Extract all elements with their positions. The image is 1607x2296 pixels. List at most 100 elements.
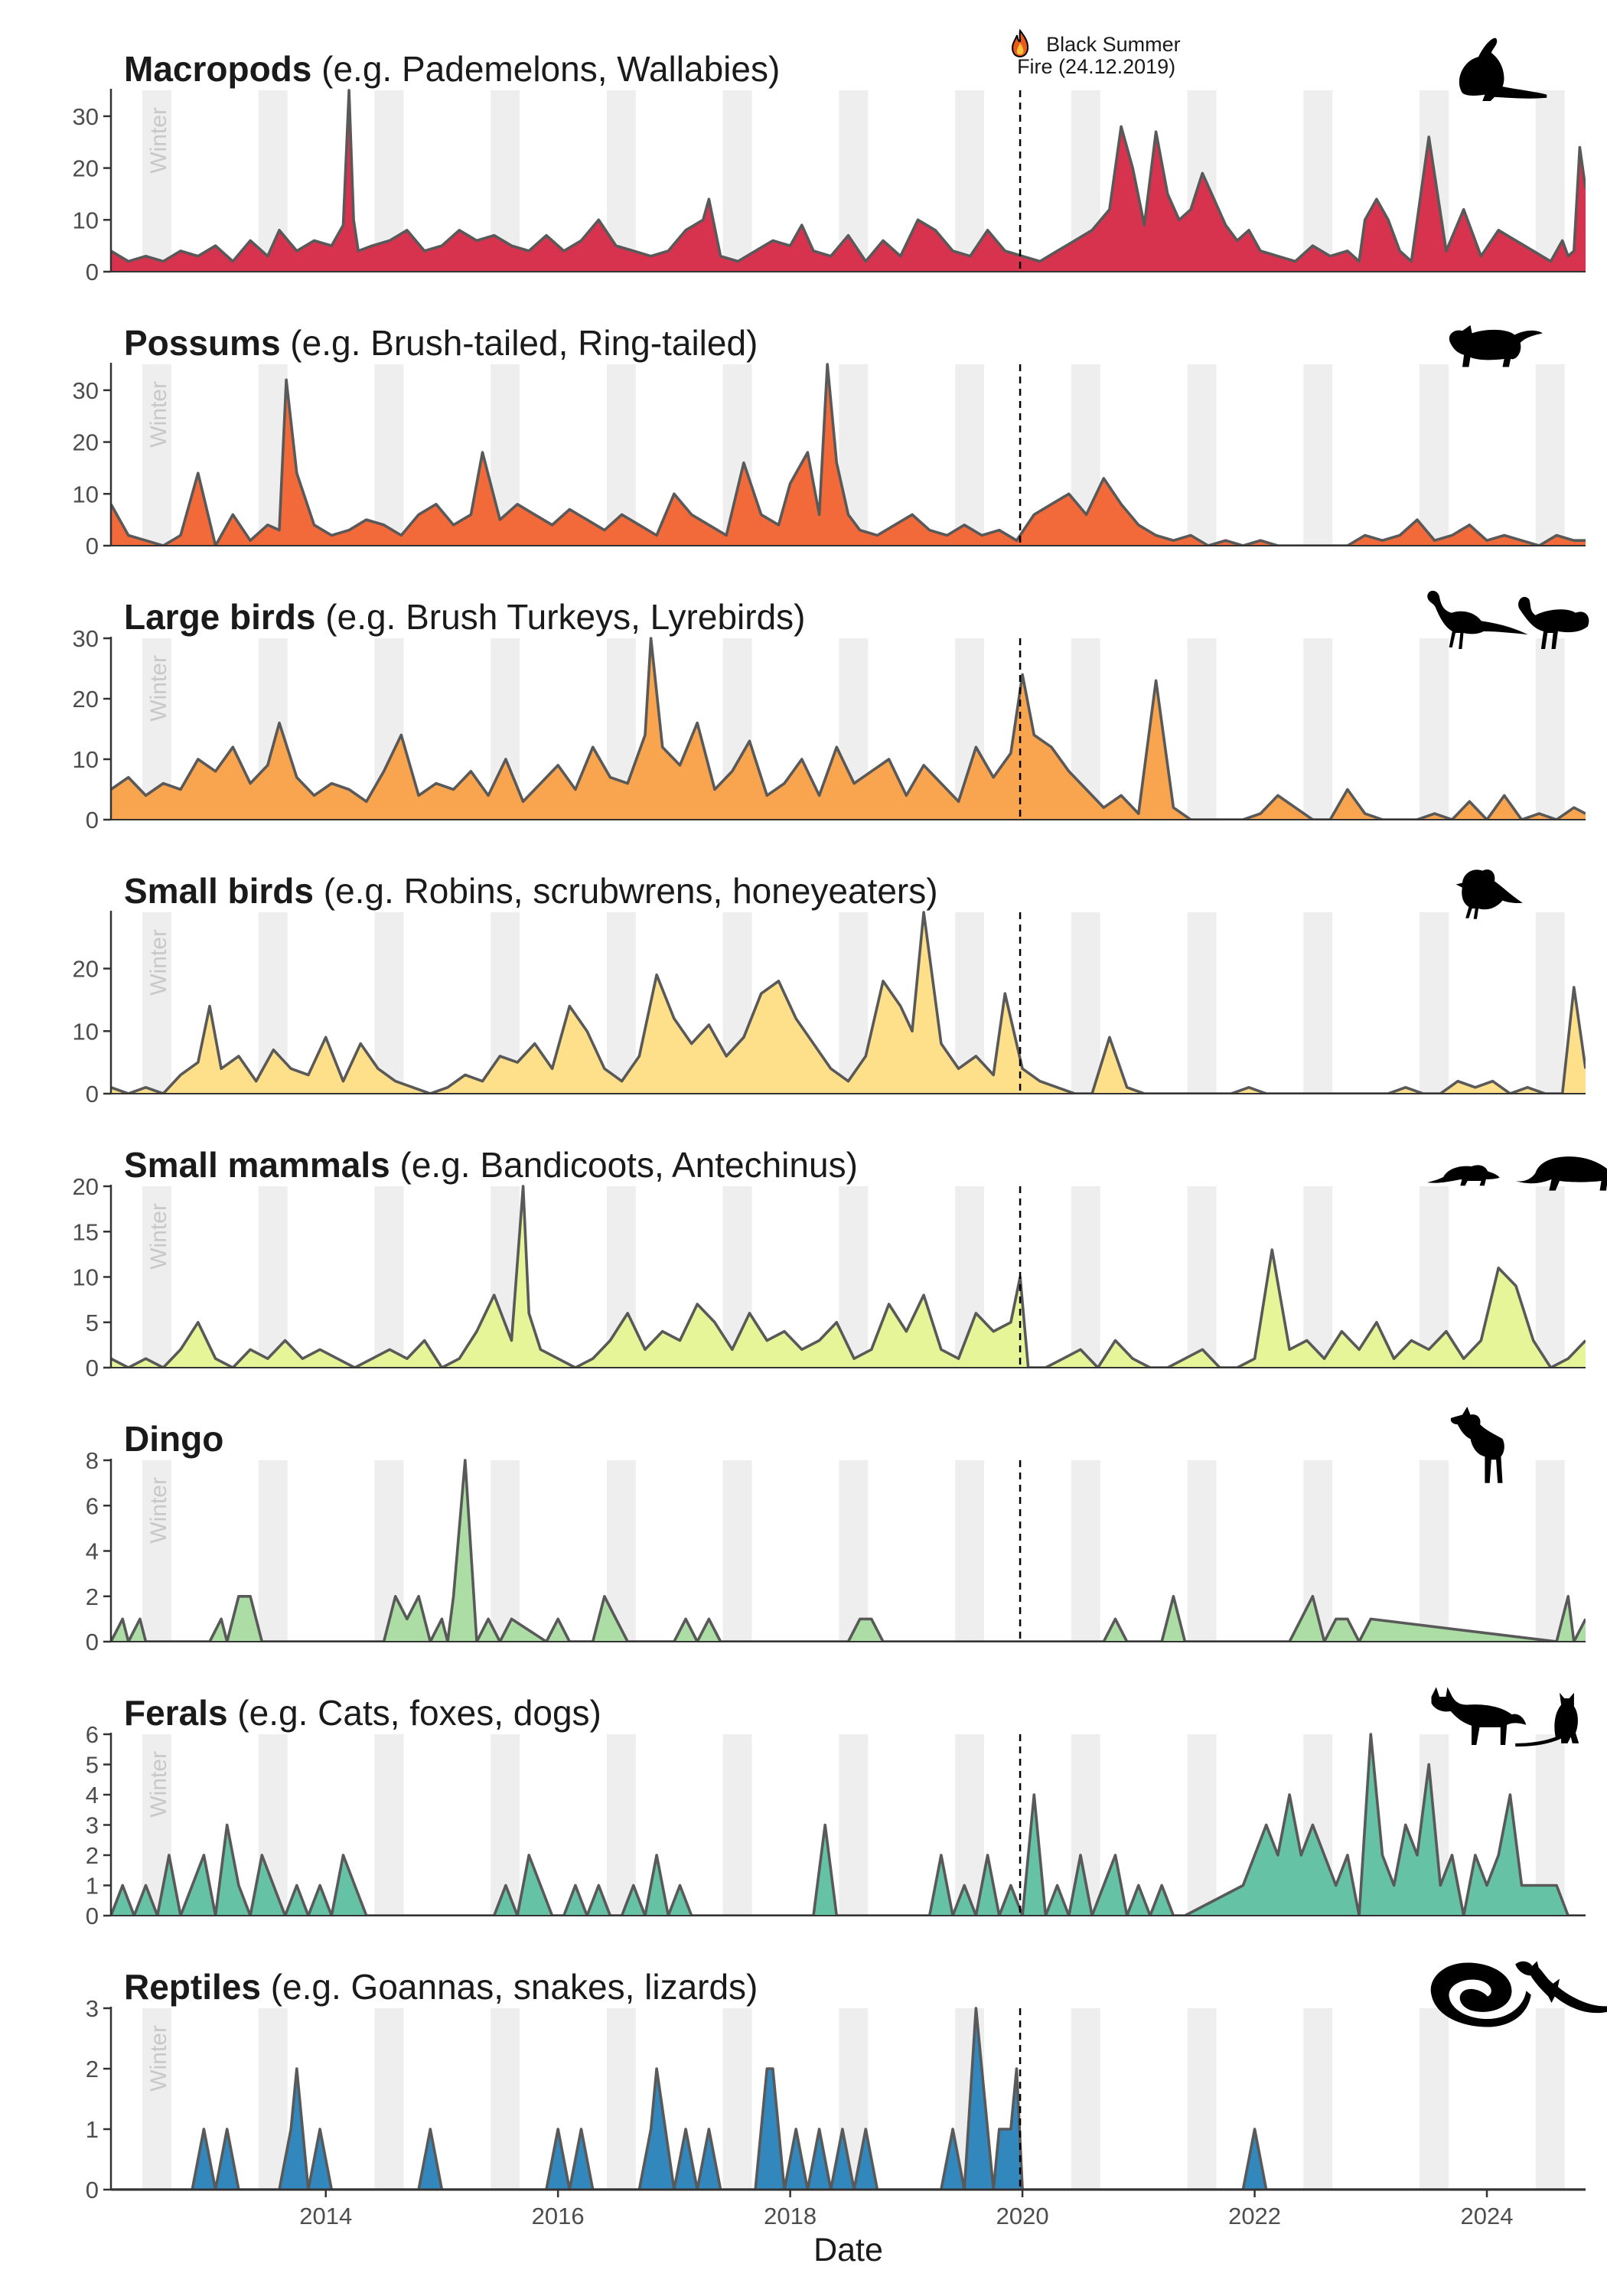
- x-tick-label: 2024: [1461, 2203, 1514, 2229]
- lizard-silhouette-icon: [1515, 1961, 1607, 2014]
- winter-band: [142, 2008, 171, 2190]
- y-tick-label: 0: [86, 259, 99, 285]
- winter-band: [1535, 1460, 1565, 1642]
- panel-title: Macropods (e.g. Pademelons, Wallabies): [124, 49, 780, 89]
- y-tick-label: 4: [86, 1538, 99, 1565]
- winter-band: [1420, 1460, 1449, 1642]
- y-tick-label: 20: [73, 956, 99, 983]
- y-tick-label: 6: [86, 1721, 99, 1748]
- y-tick-label: 5: [86, 1752, 99, 1779]
- y-tick-label: 2: [86, 1842, 99, 1869]
- winter-band: [839, 1460, 869, 1642]
- winter-label: Winter: [146, 1477, 171, 1544]
- panel-title-rest: (e.g. Brush-tailed, Ring-tailed): [281, 323, 758, 363]
- series-area: [111, 90, 1586, 272]
- panel-title-bold: Large birds: [124, 597, 316, 637]
- winter-band: [1420, 912, 1449, 1094]
- series-line: [111, 1185, 1586, 1368]
- winter-band: [606, 2008, 636, 2190]
- winter-label: Winter: [146, 1751, 171, 1818]
- y-tick-label: 2: [86, 2056, 99, 2082]
- winter-band: [1303, 638, 1333, 820]
- winter-band: [1535, 90, 1565, 272]
- y-tick-label: 10: [73, 1018, 99, 1045]
- x-tick-label: 2022: [1228, 2203, 1281, 2229]
- panel-0: Winter 0 10 20 30 Macropods (e.g. Pademelons,…: [73, 38, 1586, 285]
- winter-band: [1187, 2008, 1217, 2190]
- winter-band: [1303, 1186, 1333, 1368]
- winter-band: [839, 1734, 869, 1916]
- y-tick-label: 30: [73, 625, 99, 652]
- panel-title-rest: (e.g. Brush Turkeys, Lyrebirds): [316, 597, 806, 637]
- winter-band: [1071, 2008, 1100, 2190]
- y-tick-label: 30: [73, 377, 99, 404]
- winter-band: [374, 364, 404, 546]
- winter-band: [1535, 364, 1565, 546]
- panel-title-bold: Small mammals: [124, 1145, 390, 1185]
- winter-band: [1187, 1734, 1217, 1916]
- panel-title: Small mammals (e.g. Bandicoots, Antechin…: [124, 1145, 858, 1185]
- panel-title-bold: Dingo: [124, 1419, 223, 1459]
- winter-band: [491, 1460, 520, 1642]
- x-axis: 2014 2016 2018 2020 2022 2024 Date: [299, 2190, 1514, 2268]
- winter-band: [1187, 1186, 1217, 1368]
- winter-band: [142, 90, 171, 272]
- winter-band: [1303, 912, 1333, 1094]
- x-tick-label: 2014: [299, 2203, 352, 2229]
- panel-title-bold: Small birds: [124, 871, 314, 911]
- panel-title: Possums (e.g. Brush-tailed, Ring-tailed): [124, 323, 758, 363]
- y-tick-label: 0: [86, 807, 99, 833]
- series-area: [111, 1734, 1586, 1916]
- panel-title-rest: (e.g. Goannas, snakes, lizards): [261, 1967, 758, 2007]
- panel-title-bold: Macropods: [124, 49, 311, 89]
- winter-band: [1303, 90, 1333, 272]
- winter-band: [1420, 364, 1449, 546]
- series-line: [111, 1459, 1586, 1642]
- winter-band: [1535, 638, 1565, 820]
- winter-label: Winter: [146, 2025, 171, 2092]
- winter-band: [606, 912, 636, 1094]
- fire-label-line1: Black Summer: [1046, 33, 1181, 56]
- y-tick-label: 6: [86, 1492, 99, 1519]
- y-tick-label: 10: [73, 481, 99, 507]
- winter-band: [374, 912, 404, 1094]
- winter-band: [1071, 912, 1100, 1094]
- cat-silhouette-icon: [1515, 1692, 1579, 1747]
- series-line: [111, 911, 1586, 1094]
- y-tick-label: 3: [86, 1995, 99, 2022]
- series-line: [111, 1733, 1586, 1916]
- y-tick-label: 0: [86, 1081, 99, 1107]
- panel-title: Large birds (e.g. Brush Turkeys, Lyrebir…: [124, 597, 805, 637]
- winter-band: [1535, 1186, 1565, 1368]
- panel-2: Winter 0 10 20 30 Large birds (e.g. Brush Tur…: [73, 590, 1589, 833]
- panel-title-rest: (e.g. Bandicoots, Antechinus): [390, 1145, 858, 1185]
- winter-label: Winter: [146, 1203, 171, 1270]
- fire-label-line2: Fire (24.12.2019): [1017, 55, 1175, 78]
- winter-band: [1420, 638, 1449, 820]
- panel-6: Winter 0 1 2 3 4 5 6 Ferals (e.g. Cats, foxes, d…: [86, 1687, 1586, 1929]
- y-tick-label: 1: [86, 2116, 99, 2143]
- series-line: [111, 363, 1586, 546]
- series-area: [111, 364, 1586, 546]
- winter-band: [1187, 364, 1217, 546]
- winter-band: [722, 2008, 752, 2190]
- winter-band: [606, 1734, 636, 1916]
- y-tick-label: 0: [86, 1355, 99, 1381]
- winter-band: [722, 1460, 752, 1642]
- y-tick-label: 1: [86, 1873, 99, 1900]
- dingo-silhouette-icon: [1450, 1407, 1504, 1483]
- panel-7: Winter 0 1 2 3 Reptiles (e.g. Goannas, snakes…: [86, 1961, 1607, 2203]
- winter-band: [1303, 2008, 1333, 2190]
- winter-band: [1187, 1460, 1217, 1642]
- series-area: [111, 1186, 1586, 1368]
- flame-icon: [1012, 28, 1029, 58]
- winter-band: [374, 1734, 404, 1916]
- winter-band: [1187, 912, 1217, 1094]
- panel-1: Winter 0 10 20 30 Possums (e.g. Brush-tailed,…: [73, 323, 1586, 559]
- y-tick-label: 15: [73, 1218, 99, 1245]
- bandicoot-silhouette-icon: [1515, 1156, 1607, 1191]
- x-tick-label: 2016: [532, 2203, 585, 2229]
- winter-band: [491, 2008, 520, 2190]
